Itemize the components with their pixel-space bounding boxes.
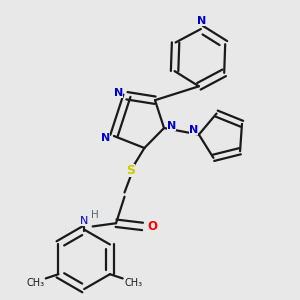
Text: O: O	[147, 220, 157, 233]
Text: CH₃: CH₃	[26, 278, 44, 288]
Text: N: N	[189, 125, 198, 135]
Text: S: S	[126, 164, 135, 177]
Text: N: N	[167, 121, 176, 131]
Text: H: H	[91, 210, 99, 220]
Text: CH₃: CH₃	[124, 278, 142, 288]
Text: N: N	[114, 88, 123, 98]
Text: N: N	[197, 16, 207, 26]
Text: N: N	[80, 216, 88, 226]
Text: N: N	[101, 133, 110, 143]
